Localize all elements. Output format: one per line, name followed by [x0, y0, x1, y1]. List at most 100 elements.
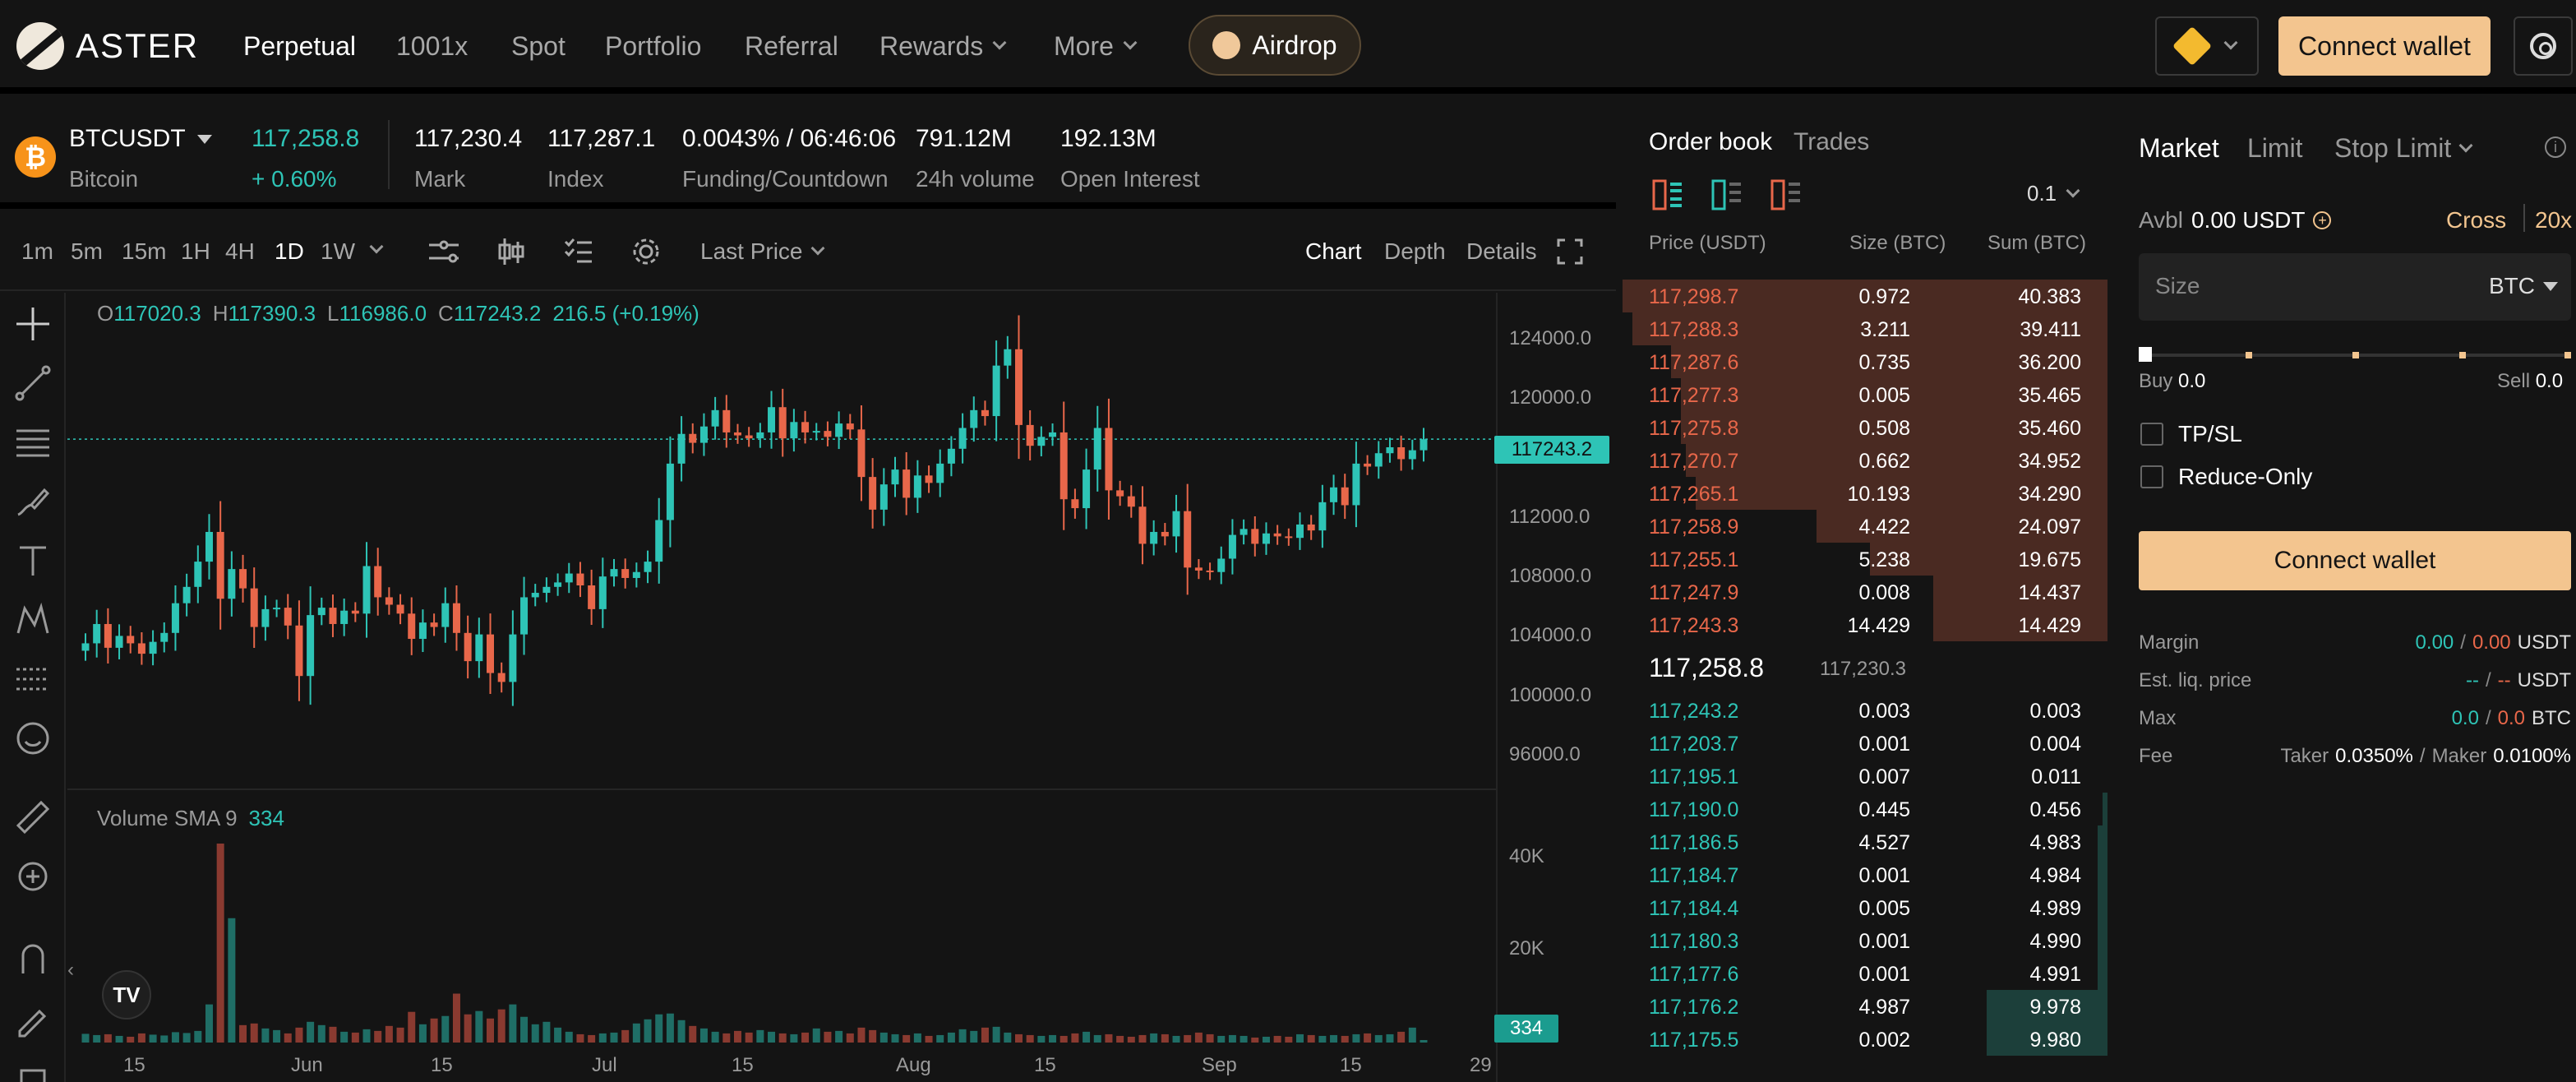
candle [452, 585, 460, 651]
bid-row[interactable]: 117,180.3 0.001 4.990 [1623, 924, 2107, 957]
timeframe-15m[interactable]: 15m [122, 238, 167, 264]
measure-lines-icon[interactable] [13, 659, 53, 699]
ruler-icon[interactable] [13, 798, 53, 837]
price-chart[interactable] [67, 293, 1496, 1082]
ask-row[interactable]: 117,277.3 0.005 35.465 [1623, 378, 2107, 411]
trend-line-icon[interactable] [13, 363, 53, 403]
nav-rewards[interactable]: Rewards [879, 28, 1007, 64]
size-slider-handle[interactable] [2139, 347, 2152, 362]
bid-row[interactable]: 117,186.5 4.527 4.983 [1623, 825, 2107, 858]
tab-stop-limit[interactable]: Stop Limit [2334, 133, 2473, 164]
candle [1397, 435, 1406, 471]
leverage-button[interactable]: 20x [2535, 207, 2573, 233]
reduce-only-checkbox[interactable] [2140, 465, 2163, 488]
volume-bar [598, 1033, 607, 1043]
bid-row[interactable]: 117,177.6 0.001 4.991 [1623, 957, 2107, 990]
candle [846, 414, 854, 439]
bid-row[interactable]: 117,184.7 0.001 4.984 [1623, 858, 2107, 891]
nav-perpetual[interactable]: Perpetual [243, 30, 356, 61]
symbol-selector[interactable]: BTCUSDT [69, 125, 212, 153]
nav-more[interactable]: More [1054, 28, 1138, 64]
crosshair-icon[interactable] [13, 304, 53, 344]
precision-selector[interactable]: 0.1 [2027, 181, 2080, 206]
lock-drawing-icon[interactable] [13, 998, 53, 1038]
horizontal-lines-icon[interactable] [13, 423, 53, 462]
info-icon[interactable]: i [2545, 136, 2566, 158]
bid-row[interactable]: 117,176.2 4.987 9.978 [1623, 990, 2107, 1023]
fullscreen-icon[interactable] [1557, 238, 1583, 265]
candle-type-icon[interactable] [496, 237, 526, 266]
magnet-icon[interactable] [13, 939, 53, 978]
ask-row[interactable]: 117,270.7 0.662 34.952 [1623, 444, 2107, 477]
candle [1194, 559, 1203, 580]
lock-icon[interactable] [13, 1054, 53, 1082]
tpsl-checkbox[interactable] [2140, 423, 2163, 446]
brush-icon[interactable] [13, 482, 53, 521]
ask-row[interactable]: 117,258.9 4.422 24.097 [1623, 510, 2107, 543]
timeframe-1w[interactable]: 1W [321, 238, 355, 264]
price-type-selector[interactable]: Last Price [700, 238, 824, 265]
size-unit-selector[interactable]: BTC [2489, 273, 2558, 299]
tab-order-book[interactable]: Order book [1649, 128, 1773, 155]
add-funds-icon[interactable]: + [2313, 211, 2332, 229]
row-price: 117,287.6 [1649, 351, 1739, 374]
tab-limit[interactable]: Limit [2247, 133, 2303, 163]
airdrop-button[interactable]: Airdrop [1189, 15, 1361, 76]
ask-row[interactable]: 117,265.1 10.193 34.290 [1623, 477, 2107, 510]
bid-row[interactable]: 117,195.1 0.007 0.011 [1623, 760, 2107, 793]
price-tick: 124000.0 [1509, 327, 1592, 350]
margin-mode-button[interactable]: Cross [2446, 207, 2507, 233]
candle [947, 436, 955, 477]
bid-row[interactable]: 117,243.2 0.003 0.003 [1623, 694, 2107, 727]
candle [295, 600, 303, 701]
view-chart-tab[interactable]: Chart [1305, 238, 1362, 264]
ask-row[interactable]: 117,255.1 5.238 19.675 [1623, 543, 2107, 576]
timeframe-1d[interactable]: 1D [275, 238, 304, 264]
book-both-icon[interactable] [1652, 179, 1683, 210]
ask-row[interactable]: 117,247.9 0.008 14.437 [1623, 576, 2107, 608]
nav-referral[interactable]: Referral [745, 30, 838, 61]
timeframe-1m[interactable]: 1m [21, 238, 53, 264]
ask-row[interactable]: 117,243.3 14.429 14.429 [1623, 608, 2107, 641]
price-axis[interactable] [1496, 293, 1616, 1082]
emoji-icon[interactable] [13, 719, 53, 758]
bid-row[interactable]: 117,184.4 0.005 4.989 [1623, 891, 2107, 924]
view-details-tab[interactable]: Details [1466, 238, 1537, 264]
aster-logo[interactable]: ASTER [16, 21, 199, 71]
volume-bar [936, 1034, 944, 1043]
book-asks-icon[interactable] [1770, 179, 1802, 210]
timeframe-4h[interactable]: 4H [225, 238, 255, 264]
nav-1001x[interactable]: 1001x [396, 30, 469, 61]
ask-row[interactable]: 117,298.7 0.972 40.383 [1623, 280, 2107, 312]
view-depth-tab[interactable]: Depth [1384, 238, 1446, 264]
chart-settings-icon[interactable] [631, 237, 661, 266]
bid-row[interactable]: 117,175.5 0.002 9.980 [1623, 1023, 2107, 1056]
nav-spot[interactable]: Spot [511, 30, 566, 61]
size-input[interactable]: Size BTC [2139, 253, 2571, 321]
nav-portfolio[interactable]: Portfolio [605, 30, 702, 61]
volume-bar [250, 1023, 258, 1043]
timeframe-5m[interactable]: 5m [71, 238, 103, 264]
collapse-arrow-icon[interactable]: ‹ [67, 959, 74, 981]
ask-row[interactable]: 117,275.8 0.508 35.460 [1623, 411, 2107, 444]
volume-bar [1037, 1035, 1046, 1043]
ask-row[interactable]: 117,288.3 3.211 39.411 [1623, 312, 2107, 345]
volume-bar [362, 1029, 371, 1043]
ask-row[interactable]: 117,287.6 0.735 36.200 [1623, 345, 2107, 378]
connect-wallet-button[interactable]: Connect wallet [2278, 16, 2491, 76]
settings-button[interactable] [2514, 16, 2573, 76]
timeframe-1h[interactable]: 1H [181, 238, 210, 264]
book-bids-icon[interactable] [1711, 179, 1743, 210]
zoom-in-icon[interactable] [13, 857, 53, 896]
bid-row[interactable]: 117,203.7 0.001 0.004 [1623, 727, 2107, 760]
tab-market[interactable]: Market [2139, 133, 2219, 163]
pattern-icon[interactable] [13, 600, 53, 640]
bid-row[interactable]: 117,190.0 0.445 0.456 [1623, 793, 2107, 825]
text-icon[interactable] [13, 541, 53, 580]
connect-wallet-order-button[interactable]: Connect wallet [2139, 531, 2571, 590]
tradingview-logo[interactable]: TV [102, 970, 151, 1020]
indicators-icon[interactable] [427, 237, 460, 266]
templates-icon[interactable] [564, 237, 593, 266]
network-selector[interactable] [2155, 16, 2259, 76]
tab-trades[interactable]: Trades [1794, 128, 1870, 155]
